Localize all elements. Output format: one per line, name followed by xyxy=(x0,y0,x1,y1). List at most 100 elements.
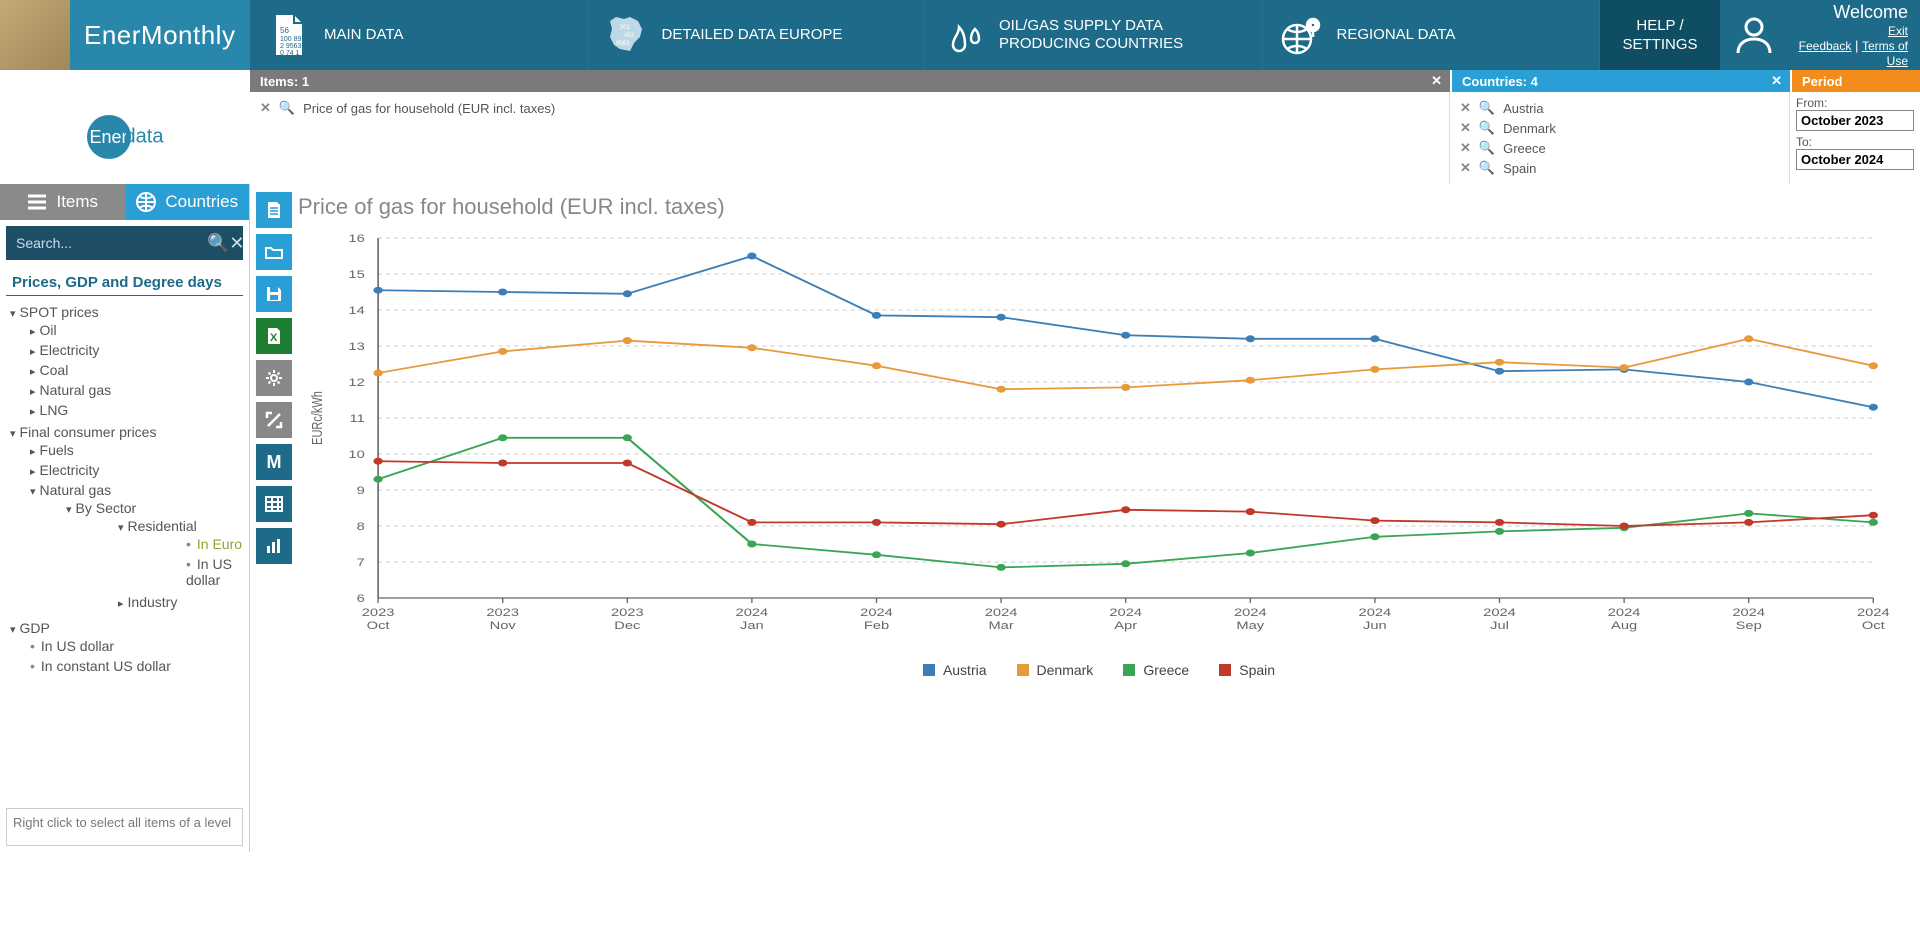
view-m-button[interactable]: M xyxy=(256,444,292,480)
export-excel-button[interactable]: X xyxy=(256,318,292,354)
tree-node[interactable]: Coal xyxy=(10,360,247,380)
svg-text:7: 7 xyxy=(357,556,365,569)
selected-countries: ✕ 🔍 Austria✕ 🔍 Denmark✕ 🔍 Greece✕ 🔍 Spai… xyxy=(1450,92,1790,184)
brand: EnerMonthly xyxy=(70,0,250,70)
remove-country-button[interactable]: ✕ xyxy=(1460,140,1471,156)
svg-text:16: 16 xyxy=(348,232,364,245)
feedback-link[interactable]: Feedback xyxy=(1799,39,1852,53)
hamburger-icon xyxy=(26,191,48,213)
items-tree[interactable]: SPOT prices OilElectricityCoalNatural ga… xyxy=(0,302,249,802)
nav-label: REGIONAL DATA xyxy=(1337,26,1456,44)
svg-text:Jan: Jan xyxy=(740,619,764,632)
tree-node-spot[interactable]: SPOT prices OilElectricityCoalNatural ga… xyxy=(6,302,247,422)
tree-node-fuels[interactable]: Fuels xyxy=(10,440,247,460)
clear-search-button[interactable]: ✕ xyxy=(229,226,244,260)
legend-swatch xyxy=(923,664,935,676)
tree-node-ng[interactable]: Natural gas By Sector Residential In Eur… xyxy=(10,480,247,616)
countries-bar: Countries: 4 ✕ xyxy=(1450,70,1790,92)
tree-node[interactable]: LNG xyxy=(10,400,247,420)
nav-help-settings[interactable]: HELP / SETTINGS xyxy=(1600,0,1720,70)
country-label: Greece xyxy=(1503,141,1546,156)
tree-node[interactable]: Natural gas xyxy=(10,380,247,400)
tree-node-industry[interactable]: Industry xyxy=(66,592,247,612)
remove-country-button[interactable]: ✕ xyxy=(1460,100,1471,116)
tab-items[interactable]: Items xyxy=(0,184,125,220)
magnify-icon[interactable]: 🔍 xyxy=(1479,120,1495,136)
country-label: Spain xyxy=(1503,161,1536,176)
tree-node-elec[interactable]: Electricity xyxy=(10,460,247,480)
magnify-icon[interactable]: 🔍 xyxy=(1479,100,1495,116)
svg-text:11: 11 xyxy=(350,412,365,425)
tree-node-bysector[interactable]: By Sector Residential In Euro In US doll… xyxy=(30,498,247,614)
settings-button[interactable] xyxy=(256,360,292,396)
tree-node-final[interactable]: Final consumer prices Fuels Electricity … xyxy=(6,422,247,618)
exit-link[interactable]: Exit xyxy=(1888,24,1908,38)
svg-text:2023: 2023 xyxy=(611,606,644,619)
view-document-button[interactable] xyxy=(256,192,292,228)
nav-detailed-europe[interactable]: 3014539563 DETAILED DATA EUROPE xyxy=(588,0,926,70)
svg-text:0 74 1: 0 74 1 xyxy=(280,50,300,57)
svg-text:9563: 9563 xyxy=(616,41,630,47)
fullscreen-button[interactable] xyxy=(256,402,292,438)
period-to-input[interactable] xyxy=(1796,149,1914,170)
tree-leaf-gdp-const[interactable]: In constant US dollar xyxy=(10,656,247,676)
nav-oilgas[interactable]: OIL/GAS SUPPLY DATA PRODUCING COUNTRIES xyxy=(925,0,1263,70)
svg-text:2024: 2024 xyxy=(1857,606,1890,619)
remove-country-button[interactable]: ✕ xyxy=(1460,120,1471,136)
clear-countries-button[interactable]: ✕ xyxy=(1771,73,1782,89)
svg-text:2024: 2024 xyxy=(736,606,769,619)
clear-items-button[interactable]: ✕ xyxy=(1431,73,1442,89)
svg-text:Mar: Mar xyxy=(988,619,1014,632)
view-chart-button[interactable] xyxy=(256,528,292,564)
tab-countries[interactable]: Countries xyxy=(125,184,250,220)
tree-node[interactable]: Electricity xyxy=(10,340,247,360)
svg-text:100 89: 100 89 xyxy=(280,36,302,43)
magnify-icon[interactable]: 🔍 xyxy=(1479,140,1495,156)
svg-text:May: May xyxy=(1236,619,1264,632)
legend-item[interactable]: Austria xyxy=(923,662,987,678)
tree-leaf-in-euro[interactable]: In Euro xyxy=(118,534,247,554)
nav-regional[interactable]: REGIONAL DATA xyxy=(1263,0,1601,70)
svg-text:8: 8 xyxy=(357,520,365,533)
search-button[interactable]: 🔍 xyxy=(207,226,229,260)
remove-country-button[interactable]: ✕ xyxy=(1460,160,1471,176)
svg-text:10: 10 xyxy=(348,448,364,461)
svg-text:Nov: Nov xyxy=(490,619,517,632)
legend-item[interactable]: Denmark xyxy=(1017,662,1094,678)
document-icon: 56100 892 95630 74 1 xyxy=(264,11,312,59)
legend-item[interactable]: Spain xyxy=(1219,662,1275,678)
tree-leaf-in-usd[interactable]: In US dollar xyxy=(118,554,247,590)
globe-icon xyxy=(135,191,157,213)
svg-text:6: 6 xyxy=(357,592,365,605)
svg-text:2024: 2024 xyxy=(985,606,1018,619)
tree-leaf-gdp-usd[interactable]: In US dollar xyxy=(10,636,247,656)
logo-corner xyxy=(0,0,70,70)
search-input[interactable] xyxy=(6,235,207,251)
legend-item[interactable]: Greece xyxy=(1123,662,1189,678)
tree-node-residential[interactable]: Residential In Euro In US dollar xyxy=(66,516,247,592)
search-row: 🔍 ✕ xyxy=(6,226,243,260)
sidebar-tabs: Items Countries xyxy=(0,184,249,220)
terms-link[interactable]: Terms of Use xyxy=(1862,39,1908,68)
save-button[interactable] xyxy=(256,276,292,312)
legend-label: Austria xyxy=(943,662,987,678)
magnify-icon[interactable]: 🔍 xyxy=(1479,160,1495,176)
flame-drop-icon xyxy=(939,11,987,59)
enerdata-logo: Enerdata xyxy=(0,92,250,182)
from-label: From: xyxy=(1796,96,1914,110)
nav-main-data[interactable]: 56100 892 95630 74 1 MAIN DATA xyxy=(250,0,588,70)
period-from-input[interactable] xyxy=(1796,110,1914,131)
svg-text:301: 301 xyxy=(620,25,631,31)
to-label: To: xyxy=(1796,135,1914,149)
view-table-button[interactable] xyxy=(256,486,292,522)
open-folder-button[interactable] xyxy=(256,234,292,270)
remove-item-button[interactable]: ✕ xyxy=(260,100,271,116)
magnify-icon[interactable]: 🔍 xyxy=(279,100,295,116)
svg-text:13: 13 xyxy=(348,340,364,353)
welcome-title: Welcome xyxy=(1784,2,1908,23)
svg-text:2024: 2024 xyxy=(1234,606,1267,619)
tree-node[interactable]: Oil xyxy=(10,320,247,340)
svg-text:Oct: Oct xyxy=(367,619,390,632)
tree-node-gdp[interactable]: GDP In US dollar In constant US dollar xyxy=(6,618,247,678)
svg-text:2024: 2024 xyxy=(860,606,893,619)
